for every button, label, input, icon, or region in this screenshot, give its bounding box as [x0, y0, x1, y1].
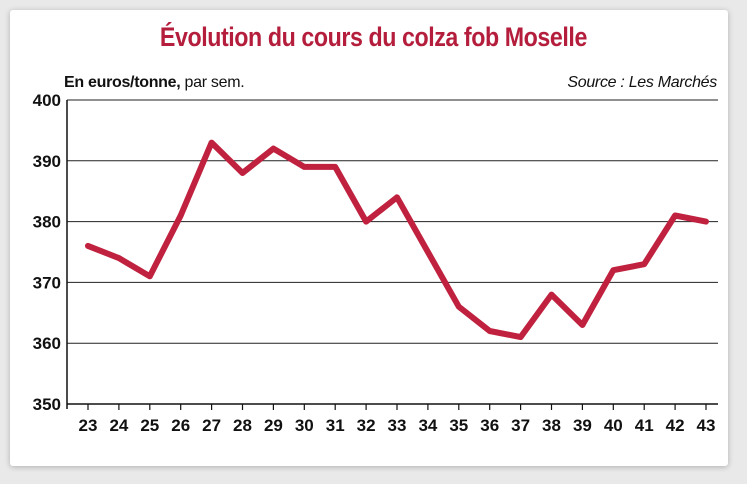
- x-tick-36: 36: [480, 416, 499, 435]
- y-tick-350: 350: [33, 395, 61, 414]
- x-tick-43: 43: [697, 416, 716, 435]
- x-tick-33: 33: [388, 416, 407, 435]
- x-tick-39: 39: [573, 416, 592, 435]
- grid-lines: [67, 99, 718, 344]
- x-tick-32: 32: [357, 416, 376, 435]
- x-tick-26: 26: [171, 416, 190, 435]
- x-tick-41: 41: [635, 416, 654, 435]
- x-tick-38: 38: [542, 416, 561, 435]
- x-tick-34: 34: [418, 416, 437, 435]
- y-tick-labels: 350 360 370 380 390 400: [33, 91, 61, 414]
- x-tick-35: 35: [449, 416, 468, 435]
- unit-label-bold: En euros/tonne,: [64, 74, 181, 91]
- series-group: [85, 139, 709, 341]
- x-tick-31: 31: [326, 416, 345, 435]
- x-tick-42: 42: [666, 416, 685, 435]
- x-tick-25: 25: [140, 416, 159, 435]
- axes: [66, 100, 718, 410]
- x-tick-40: 40: [604, 416, 623, 435]
- x-tick-23: 23: [79, 416, 98, 435]
- unit-label: En euros/tonne, par sem.: [64, 74, 245, 92]
- series-line-0: [85, 139, 709, 341]
- x-tick-27: 27: [202, 416, 221, 435]
- source-label: Source : Les Marchés: [567, 74, 717, 91]
- y-tick-360: 360: [33, 334, 61, 353]
- x-tick-29: 29: [264, 416, 283, 435]
- x-tick-30: 30: [295, 416, 314, 435]
- x-tick-37: 37: [511, 416, 530, 435]
- x-tick-24: 24: [109, 416, 128, 435]
- y-tick-400: 400: [33, 91, 61, 110]
- y-tick-370: 370: [33, 273, 61, 292]
- unit-label-rest: par sem.: [180, 74, 245, 91]
- chart-card: [10, 10, 728, 466]
- x-tick-28: 28: [233, 416, 252, 435]
- chart-title: Évolution du cours du colza fob Moselle: [159, 22, 587, 52]
- y-tick-390: 390: [33, 152, 61, 171]
- y-tick-380: 380: [33, 213, 61, 232]
- x-tick-labels: 23 24 25 26 27 28 29 30 31 32 33 34 35 36 37 38 39 40 41 42…: [79, 416, 716, 435]
